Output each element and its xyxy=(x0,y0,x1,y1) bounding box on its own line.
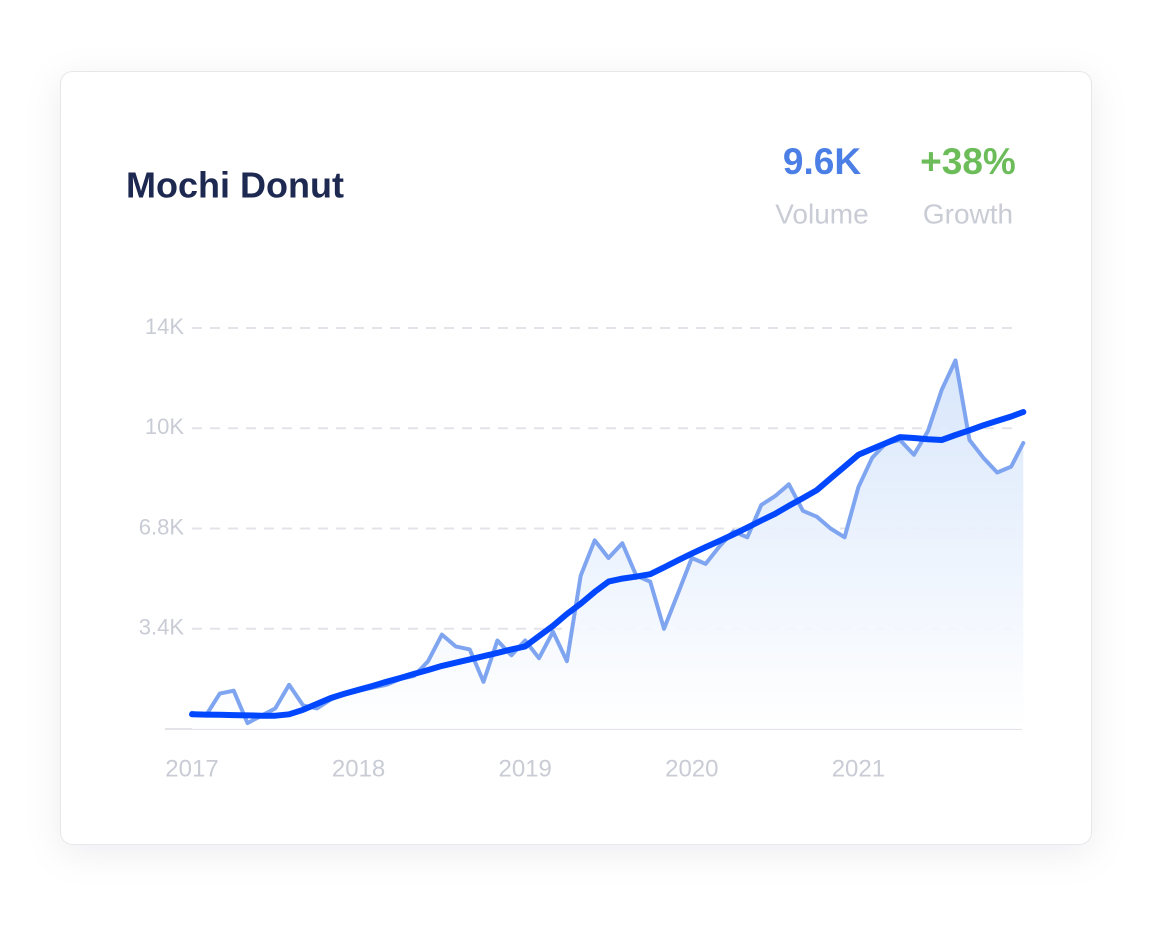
x-tick-label: 2020 xyxy=(665,755,718,782)
x-tick-label: 2017 xyxy=(165,755,218,782)
stat-label: Volume xyxy=(775,198,868,229)
area xyxy=(192,360,1024,729)
x-tick-label: 2019 xyxy=(499,755,552,782)
x-tick-label: 2018 xyxy=(332,755,385,782)
y-tick-label: 10K xyxy=(145,414,184,439)
y-tick-label: 6.8K xyxy=(139,514,185,539)
stat-value: 9.6K xyxy=(783,141,861,182)
y-tick-label: 3.4K xyxy=(139,615,185,640)
y-tick-label: 14K xyxy=(145,314,184,339)
stat-label: Growth xyxy=(923,198,1013,229)
stat-value: +38% xyxy=(920,141,1016,182)
x-tick-label: 2021 xyxy=(832,755,885,782)
trend-line xyxy=(189,409,1027,719)
card-title: Mochi Donut xyxy=(126,165,344,206)
